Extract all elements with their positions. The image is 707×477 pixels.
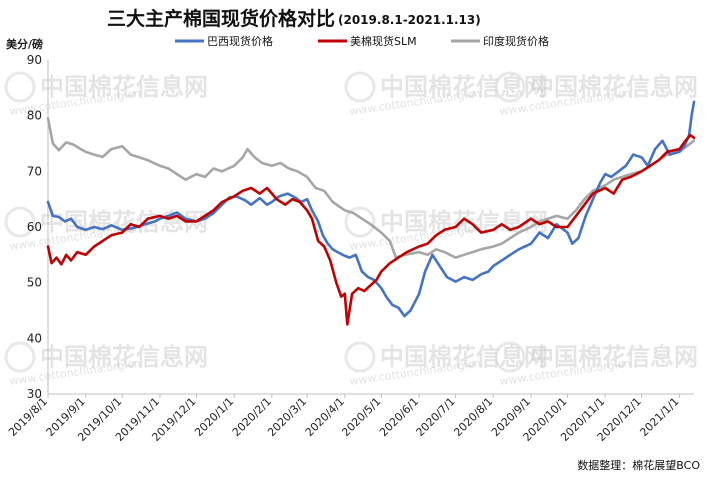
watermark-logo-icon (4, 341, 36, 373)
chart-title-group: 三大主产棉国现货价格对比 (2019.8.1-2021.1.13) (107, 7, 481, 30)
watermark-text: 中国棉花信息网 (530, 73, 698, 101)
y-tick-label: 50 (27, 276, 42, 290)
x-ticks: 2019/8/12019/9/12019/10/12019/11/12019/1… (6, 394, 682, 444)
watermark-logo-icon (494, 341, 526, 373)
watermark-logo-icon (344, 341, 376, 373)
y-ticks: 30 40 50 60 70 80 90 (27, 53, 42, 401)
y-tick-label: 30 (27, 387, 42, 401)
legend-label-india: 印度现货价格 (483, 34, 549, 48)
x-tick-label: 2020/7/1 (414, 395, 458, 439)
legend-item-india: 印度现货价格 (451, 34, 549, 48)
x-tick-label: 2019/8/1 (6, 395, 50, 439)
legend-item-us: 美棉现货SLM (318, 34, 417, 48)
y-axis-label: 美分/磅 (6, 37, 43, 51)
legend-item-brazil: 巴西现货价格 (175, 34, 273, 48)
watermark-text: 中国棉花信息网 (40, 73, 208, 101)
series-line-us (46, 133, 696, 326)
y-tick-label: 80 (27, 109, 42, 123)
x-tick-label: 2020/1/1 (192, 395, 236, 439)
x-tick-label: 2020/3/1 (265, 395, 309, 439)
y-tick-label: 70 (27, 164, 42, 178)
axes (47, 60, 694, 395)
series-layer (46, 100, 696, 326)
source-note: 数据整理：棉花展望BCO (577, 458, 700, 472)
y-tick-label: 90 (27, 53, 42, 67)
watermark-logo-icon (4, 71, 36, 103)
watermark-text: 中国棉花信息网 (40, 343, 208, 371)
x-tick-label: 2020/4/1 (303, 395, 347, 439)
watermark-logo-icon (494, 71, 526, 103)
x-tick-label: 2021/1/1 (637, 395, 681, 439)
legend-label-us: 美棉现货SLM (350, 34, 417, 48)
x-tick-label: 2020/5/1 (339, 395, 383, 439)
series-line-india (46, 117, 696, 259)
chart-title: 三大主产棉国现货价格对比 (107, 7, 335, 30)
legend-label-brazil: 巴西现货价格 (207, 34, 273, 48)
legend: 巴西现货价格 美棉现货SLM 印度现货价格 (175, 34, 549, 48)
x-tick-label: 2020/8/1 (451, 395, 495, 439)
watermark-logo-icon (4, 206, 36, 238)
y-tick-label: 40 (27, 331, 42, 345)
watermark-text: 中国棉花信息网 (530, 343, 698, 371)
series-line-brazil (46, 100, 696, 318)
watermark-logo-icon (344, 71, 376, 103)
y-tick-label: 60 (27, 220, 42, 234)
x-tick-label: 2020/6/1 (377, 395, 421, 439)
watermark-logo-icon (344, 206, 376, 238)
chart-subtitle: (2019.8.1-2021.1.13) (338, 13, 481, 27)
